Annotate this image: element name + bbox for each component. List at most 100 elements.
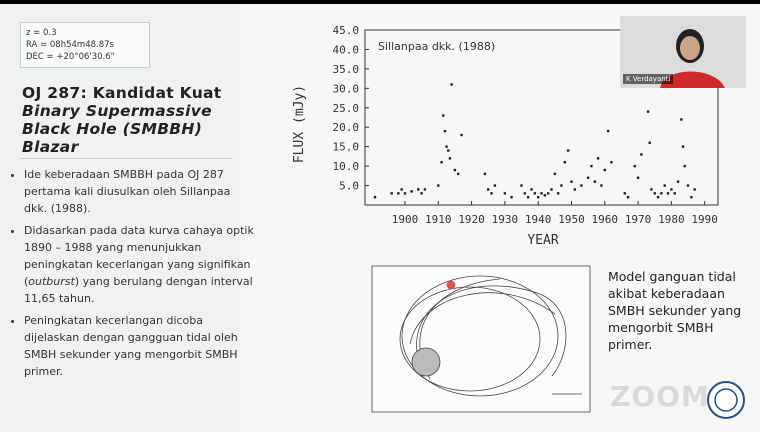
- caption: Model ganguan tidal akibat keberadaan SM…: [608, 269, 742, 352]
- plot-frame: [364, 29, 719, 206]
- zoom-watermark: ZOOM: [610, 380, 710, 413]
- y-tick-label: 45.0: [333, 24, 360, 37]
- bullet: Peningkatan kecerlangan dicoba dijelaska…: [24, 312, 256, 380]
- data-point: [626, 196, 630, 199]
- slide-title: OJ 287: Kandidat Kuat Binary Supermassiv…: [22, 84, 232, 156]
- bullet-text: Peningkatan kecerlangan dicoba dijelaska…: [24, 314, 238, 378]
- x-tick-label: 1920: [458, 213, 485, 226]
- data-point: [666, 192, 670, 195]
- bullet-italic: outburst: [28, 275, 75, 288]
- data-point: [606, 129, 610, 133]
- data-point: [603, 168, 606, 172]
- info-line: RA = 08h54m48.87s: [26, 40, 114, 50]
- data-point: [420, 192, 423, 195]
- data-point: [676, 180, 680, 183]
- data-point: [646, 110, 650, 113]
- data-point: [636, 176, 640, 179]
- data-point: [447, 149, 450, 152]
- data-point: [680, 118, 683, 121]
- data-point: [623, 192, 626, 195]
- data-point: [510, 196, 513, 199]
- data-point: [681, 145, 685, 148]
- x-tick-label: 1970: [625, 213, 652, 226]
- slide: z = 0.3 RA = 08h54m48.87s DEC = +20°06'3…: [0, 4, 760, 432]
- x-tick-label: 1980: [658, 213, 685, 226]
- data-point: [690, 196, 693, 199]
- data-point: [556, 192, 560, 195]
- orbit-diagram: [371, 265, 591, 413]
- data-point: [553, 172, 557, 176]
- data-point: [573, 188, 577, 191]
- data-point: [663, 184, 666, 187]
- data-point: [523, 192, 527, 195]
- data-point: [693, 188, 696, 191]
- data-point: [670, 188, 673, 191]
- data-point: [686, 184, 690, 187]
- data-point: [450, 83, 453, 86]
- data-point: [673, 192, 676, 195]
- data-point: [442, 114, 445, 117]
- participant-image: [660, 29, 725, 88]
- data-point: [566, 149, 570, 152]
- data-point: [373, 196, 377, 199]
- y-tick-label: 15.0: [333, 141, 360, 154]
- info-line: z = 0.3: [26, 28, 57, 38]
- data-point: [460, 133, 463, 137]
- data-point: [543, 194, 547, 197]
- data-point: [448, 157, 452, 160]
- data-point: [403, 192, 407, 195]
- data-point: [580, 184, 583, 187]
- info-box: z = 0.3 RA = 08h54m48.87s DEC = +20°06'3…: [20, 22, 150, 68]
- data-point: [640, 153, 643, 156]
- data-point: [453, 168, 457, 172]
- data-point: [533, 192, 537, 195]
- data-point: [490, 192, 493, 195]
- y-tick-label: 30.0: [333, 82, 360, 95]
- bullet-list: Ide keberadaan SMBBH pada OJ 287 pertama…: [4, 166, 256, 385]
- title-part: OJ 287: Kandidat Kuat: [22, 84, 222, 102]
- x-axis-label: YEAR: [527, 233, 558, 248]
- data-point: [530, 188, 533, 191]
- x-tick-label: 1940: [525, 213, 552, 226]
- data-point: [440, 161, 443, 164]
- data-point: [610, 161, 613, 164]
- data-point: [536, 196, 540, 199]
- y-tick-label: 40.0: [333, 43, 360, 56]
- data-point: [563, 161, 567, 164]
- y-tick-label: 20.0: [333, 121, 360, 134]
- data-point: [570, 180, 573, 183]
- data-point: [445, 145, 448, 148]
- data-point: [520, 184, 523, 187]
- data-point: [550, 188, 553, 191]
- bullet-text: Didasarkan pada data kurva cahaya optik …: [24, 224, 254, 288]
- data-point: [593, 180, 596, 183]
- x-tick-label: 1990: [691, 213, 718, 226]
- x-tick-label: 1960: [592, 213, 619, 226]
- y-tick-label: 35.0: [333, 63, 360, 76]
- y-tick-label: 5.0: [339, 180, 359, 193]
- data-point: [540, 192, 543, 195]
- x-tick-label: 1910: [425, 213, 452, 226]
- title-italic: Binary Supermassive Black Hole (SMBBH) B…: [22, 102, 212, 156]
- x-tick-label: 1950: [558, 213, 585, 226]
- data-point: [596, 157, 600, 160]
- participant-name: K Verdayanti: [623, 74, 674, 84]
- data-point: [503, 192, 507, 195]
- data-point: [683, 164, 686, 168]
- data-point: [437, 184, 440, 187]
- logo: [707, 381, 745, 419]
- y-axis-label: FLUX (mJy): [292, 85, 307, 163]
- data-point: [653, 192, 656, 195]
- x-tick-label: 1930: [492, 213, 519, 226]
- data-point: [600, 184, 603, 187]
- participant-video: K Verdayanti: [620, 16, 746, 88]
- data-point: [526, 196, 530, 199]
- data-point: [457, 172, 460, 176]
- data-point: [546, 192, 550, 195]
- data-point: [633, 164, 636, 168]
- bullet: Ide keberadaan SMBBH pada OJ 287 pertama…: [24, 166, 256, 217]
- chart-annotation: Sillanpaa dkk. (1988): [378, 40, 495, 53]
- data-point: [390, 192, 393, 195]
- data-point: [410, 190, 413, 193]
